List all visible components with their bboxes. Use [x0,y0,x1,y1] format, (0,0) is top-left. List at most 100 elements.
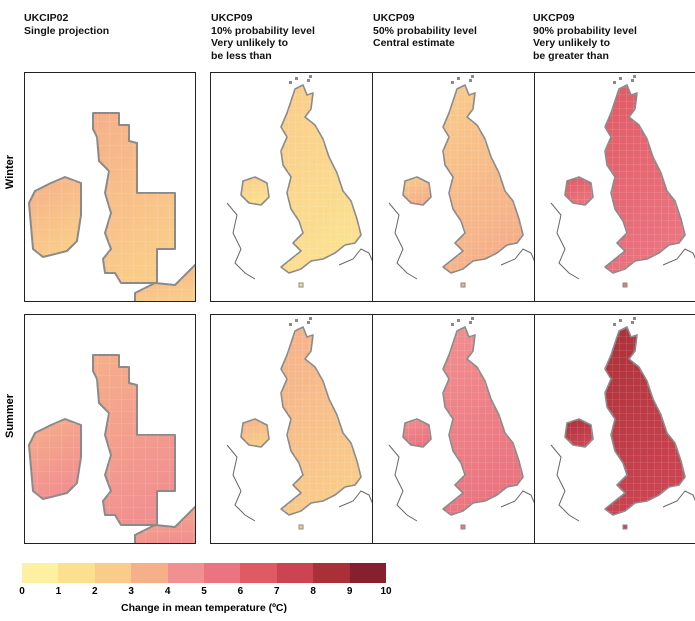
shetland-island [633,317,636,320]
map-winter-ukcip02 [28,112,195,301]
shetland-island [631,321,634,324]
row-label-winter: Winter [4,154,16,190]
column-header-p10: UKCP09 10% probability level Very unlike… [211,12,315,62]
shetland-island [307,79,310,82]
ireland-coastline [388,202,418,280]
scilly-isles [460,282,466,288]
legend-ticks: 0 1 2 3 4 5 6 7 8 9 10 [19,586,391,598]
grid-overlay [605,85,685,273]
shetland-island [471,317,474,320]
column-header-line: UKCP09 [533,12,575,24]
column-header-line: UKCP09 [211,12,253,24]
shetland-island [289,81,292,84]
map-panel-summer-p10 [210,314,382,544]
legend-title: Change in mean temperature (ºC) [120,602,288,614]
scilly-isles [298,282,304,288]
map-panel-summer-ukcip02 [24,314,196,544]
column-header-line: 90% probability level [533,24,637,37]
column-header-line: UKCIP02 [24,12,69,24]
shetland-island [619,319,622,322]
grid-overlay [403,419,431,447]
france-coastline [662,248,695,266]
grid-overlay [135,507,195,543]
grid-overlay [29,177,81,257]
shetland-island [469,321,472,324]
map-panel-winter-p50 [372,72,544,302]
scilly-isles [298,524,304,530]
legend-swatch [349,563,387,583]
row-label-summer: Summer [4,393,16,438]
grid-overlay [93,355,175,525]
ireland-coastline [226,202,256,280]
map-panel-winter-ukcip02 [24,72,196,302]
legend-tick-label: 5 [201,586,207,597]
column-header-line: Single projection [24,24,110,37]
scilly-isles [622,524,628,530]
legend-swatch [167,563,205,583]
ireland-coastline [226,444,256,522]
legend-tick-label: 2 [92,586,98,597]
column-header-line: Central estimate [373,37,455,49]
legend-swatch [313,563,350,583]
map-panel-winter-p10 [210,72,382,302]
column-header-line: 50% probability level [373,24,477,37]
shetland-island [295,77,298,80]
shetland-island [469,79,472,82]
column-header-line: 10% probability level [211,24,315,37]
column-header-p90: UKCP09 90% probability level Very unlike… [533,12,637,62]
shetland-island [471,75,474,78]
column-header-line: UKCP09 [373,12,415,24]
shetland-island [451,81,454,84]
legend-swatch [204,563,241,583]
legend-tick-label: 3 [128,586,134,597]
grid-overlay [565,177,593,205]
france-coastline [338,490,376,510]
shetland-island [633,75,636,78]
grid-overlay [443,327,523,515]
ireland-coastline [550,202,580,280]
grid-overlay [135,265,195,301]
shetland-island [457,77,460,80]
ireland-coastline [388,444,418,522]
map-summer-ukcip02 [28,354,195,543]
map-summer-p50 [388,317,538,530]
grid-overlay [241,177,269,205]
france-coastline [500,490,538,510]
shetland-island [613,323,616,326]
grid-overlay [565,419,593,447]
legend-swatch [22,563,59,583]
map-winter-p50 [388,75,538,288]
column-header-line: be greater than [533,49,609,62]
legend-color-bar [22,563,387,583]
grid-overlay [29,419,81,499]
column-header-line: Very unlikely to [211,37,289,49]
grid-overlay [93,113,175,283]
legend-swatch [276,563,314,583]
shetland-island [289,323,292,326]
grid-overlay [281,85,361,273]
map-panel-summer-p50 [372,314,544,544]
legend-swatch [58,563,95,583]
map-winter-p90 [550,75,695,288]
shetland-island [631,79,634,82]
shetland-island [457,319,460,322]
map-summer-p10 [226,317,376,530]
shetland-island [309,317,312,320]
grid-overlay [241,419,269,447]
shetland-island [295,319,298,322]
map-panel-winter-p90 [534,72,695,302]
grid-overlay [443,85,523,273]
column-header-line: be less than [211,49,272,62]
legend-tick-label: 0 [19,586,25,597]
column-header-line: Very unlikely to [533,37,611,49]
legend-tick-label: 4 [164,586,171,597]
grid-overlay [605,327,685,515]
scilly-isles [460,524,466,530]
scilly-isles [622,282,628,288]
shetland-island [613,81,616,84]
column-header-p50: UKCP09 50% probability level Central est… [373,12,477,50]
legend-swatch [94,563,132,583]
shetland-island [451,323,454,326]
legend-swatch [240,563,277,583]
shetland-island [309,75,312,78]
